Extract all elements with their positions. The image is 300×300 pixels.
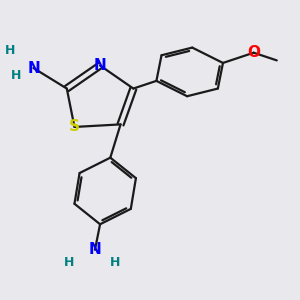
Text: H: H [110, 256, 121, 269]
Text: N: N [94, 58, 106, 73]
Text: O: O [247, 45, 260, 60]
Text: N: N [88, 242, 101, 257]
Text: S: S [69, 119, 80, 134]
Text: H: H [5, 44, 16, 57]
Text: H: H [11, 69, 21, 82]
Text: H: H [64, 256, 74, 269]
Text: N: N [27, 61, 40, 76]
